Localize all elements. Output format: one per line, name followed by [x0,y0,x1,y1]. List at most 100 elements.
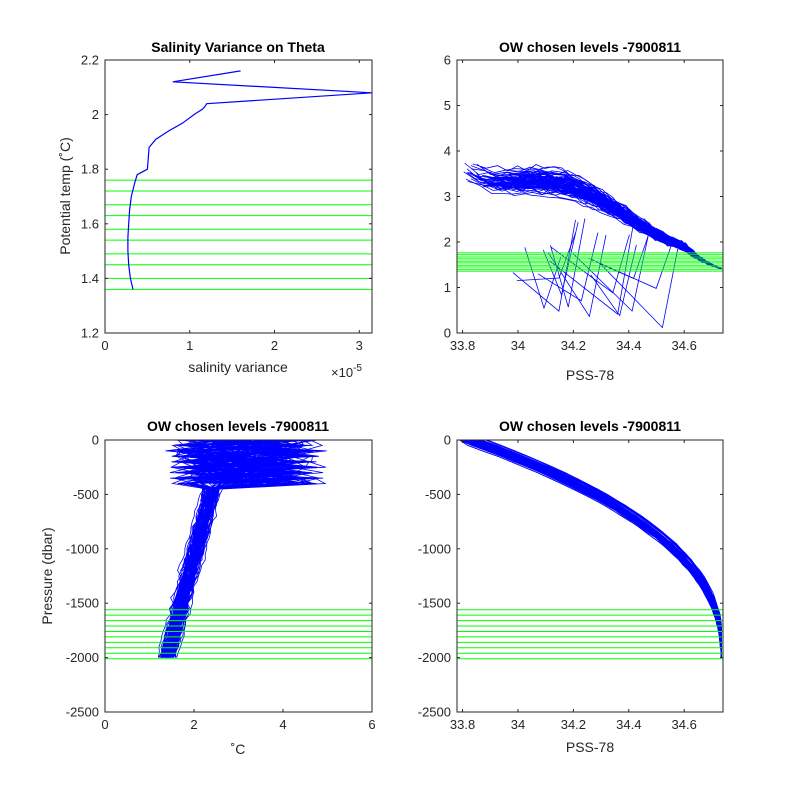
profile-line [512,219,576,312]
panel-pressure-theta: 0 2 4 6 -2500 -2000 -1500 -1000 -500 0 OW chosen … [39,418,376,757]
x-tick-label: 34.6 [672,717,697,732]
chosen-levels [457,609,723,660]
profile-line [572,233,650,312]
variance-series [127,70,373,290]
y-tick-label: -500 [425,487,451,502]
profile-line [475,439,723,658]
x-tick-label: 0 [101,338,108,353]
y-tick-label: 5 [444,98,451,113]
y-tick-label: 3 [444,189,451,204]
profile-line [590,244,637,317]
x-tick-label: 34.4 [616,338,641,353]
profile-line [524,247,562,310]
x-exponent-base: ×10 [331,365,353,380]
panel-pressure-salinity: 33.8 34 34.2 34.4 34.6 -2500 -2000 -1500 -1000 -5… [418,418,724,755]
y-axis-label: Potential temp (˚C) [57,137,73,254]
ticks: 0 2 4 6 -2500 -2000 -1500 -1000 -500 0 [66,433,376,733]
chart-title: OW chosen levels -7900811 [147,418,329,434]
x-axis-label: PSS-78 [566,739,614,755]
profile-line [474,439,722,658]
y-tick-label: -500 [73,487,99,502]
profile-series [157,439,327,658]
profile-line [549,218,635,315]
x-tick-label: 34.4 [616,717,641,732]
axes-box [456,439,724,713]
variance-line [127,70,373,290]
profile-line [167,439,319,658]
x-tick-label: 4 [279,717,286,732]
chart-title: OW chosen levels -7900811 [499,418,681,434]
y-tick-label: 1.8 [81,162,99,177]
x-tick-label: 3 [356,338,363,353]
x-tick-label: 34 [511,338,525,353]
profile-line [175,439,305,658]
profile-line [550,234,630,294]
x-axis-label: ˚C [231,741,246,757]
x-tick-label: 0 [101,717,108,732]
x-tick-label: 34.2 [561,717,586,732]
x-axis-label: salinity variance [188,359,288,375]
x-tick-label: 33.8 [450,717,475,732]
chart-title: OW chosen levels -7900811 [499,39,681,55]
x-exponent-label: ×10-5 [331,363,362,380]
y-tick-label: 0 [444,326,451,341]
profile-line [173,439,308,658]
y-tick-label: -2500 [66,705,99,720]
chosen-levels [457,252,723,272]
profile-line [160,439,301,658]
axes-box [104,59,373,334]
profile-series [459,439,723,658]
profile-line [162,439,286,658]
profile-line [467,439,722,658]
x-axis-label: PSS-78 [566,367,614,383]
profile-line [500,183,722,270]
x-tick-label: 6 [368,717,375,732]
y-tick-label: 0 [444,433,451,448]
y-axis-label: Pressure (dbar) [39,527,55,624]
profile-line [173,439,293,658]
profile-line [164,439,313,658]
profile-line [167,439,301,658]
profile-line [476,163,722,270]
y-tick-label: 2.2 [81,53,99,68]
y-tick-label: 2 [444,235,451,250]
y-tick-label: -1000 [418,541,451,556]
x-tick-label: 1 [186,338,193,353]
y-tick-label: 1.2 [81,326,99,341]
y-tick-label: 1.6 [81,216,99,231]
x-exponent-power: -5 [353,363,362,374]
ticks: 0 1 2 3 1.2 1.4 1.6 1.8 2 2.2 [81,53,372,353]
chosen-levels [105,609,372,660]
profile-line [487,439,722,658]
profile-line [547,234,607,318]
y-tick-label: -2000 [66,650,99,665]
y-tick-label: 1.4 [81,271,99,286]
x-tick-label: 34 [511,717,525,732]
y-tick-label: -2500 [418,705,451,720]
y-tick-label: 4 [444,144,451,159]
y-tick-label: 6 [444,53,451,68]
ticks: 33.8 34 34.2 34.4 34.6 -2500 -2000 -1500 -1000 -5… [418,433,723,732]
x-tick-label: 33.8 [450,338,475,353]
panel-salinity-variance: 0 1 2 3 1.2 1.4 1.6 1.8 2 2.2 Salinity Variance o… [57,39,373,380]
x-tick-label: 34.2 [561,338,586,353]
x-tick-label: 34.6 [672,338,697,353]
chosen-levels [105,179,372,290]
y-tick-label: -1500 [418,596,451,611]
profile-line [467,181,722,270]
profile-line [523,182,722,270]
y-tick-label: -1000 [66,541,99,556]
x-tick-label: 2 [190,717,197,732]
y-tick-label: -2000 [418,650,451,665]
profile-line [512,178,722,270]
chart-title: Salinity Variance on Theta [151,39,325,55]
x-tick-label: 2 [271,338,278,353]
y-tick-label: 0 [92,433,99,448]
profile-line [459,439,722,658]
y-tick-label: 2 [92,107,99,122]
y-tick-label: 1 [444,280,451,295]
y-tick-label: -1500 [66,596,99,611]
